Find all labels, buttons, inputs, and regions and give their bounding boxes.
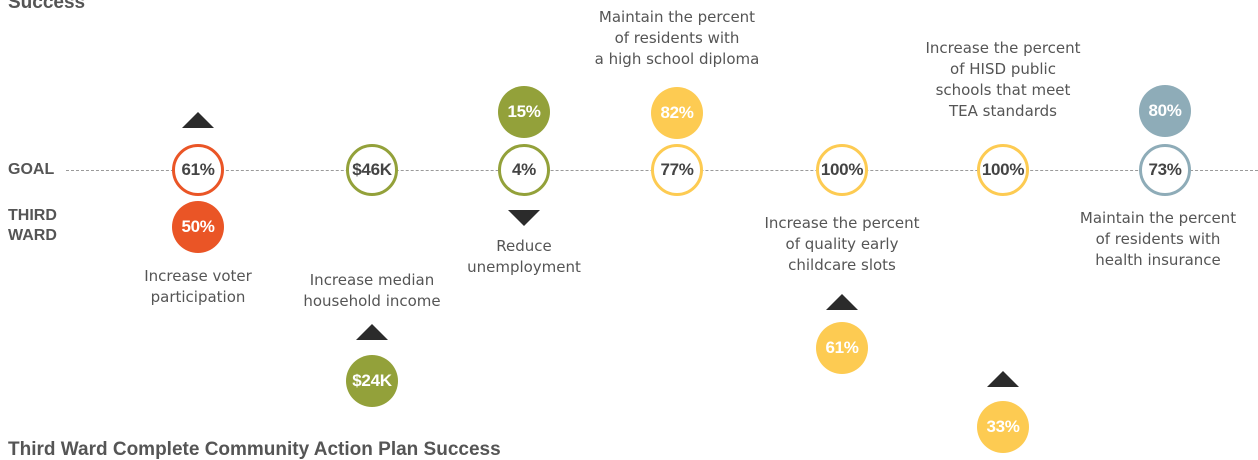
third-ward-label: THIRD WARD <box>8 206 57 246</box>
third-ward-label-line2: WARD <box>8 227 57 244</box>
schools-increase-arrow-icon <box>987 371 1019 387</box>
voter-caption-line1: Increase voter <box>144 267 252 285</box>
insurance-ward-circle: 80% <box>1139 85 1191 137</box>
unemployment-decrease-arrow-icon <box>508 210 540 226</box>
insurance-goal-circle: 73% <box>1139 144 1191 196</box>
childcare-goal-circle: 100% <box>816 144 868 196</box>
schools-caption-line3: schools that meet <box>935 81 1071 99</box>
schools-goal-circle: 100% <box>977 144 1029 196</box>
schools-ward-circle: 33% <box>977 401 1029 453</box>
voter-increase-arrow-icon <box>182 112 214 128</box>
third-ward-label-line1: THIRD <box>8 207 57 224</box>
bottom-heading: Third Ward Complete Community Action Pla… <box>8 439 501 460</box>
diploma-caption-line2: of residents with <box>614 29 740 47</box>
insurance-caption: Maintain the percent of residents with h… <box>1080 208 1236 271</box>
unemployment-caption-line1: Reduce <box>496 237 552 255</box>
voter-goal-circle: 61% <box>172 144 224 196</box>
childcare-caption-line1: Increase the percent <box>764 214 920 232</box>
top-heading: Success <box>8 0 86 13</box>
unemployment-caption: Reduce unemployment <box>467 236 581 278</box>
income-caption-line2: household income <box>303 292 441 310</box>
diploma-caption: Maintain the percent of residents with a… <box>595 7 760 70</box>
unemployment-caption-line2: unemployment <box>467 258 581 276</box>
schools-caption-line1: Increase the percent <box>925 39 1081 57</box>
diploma-caption-line3: a high school diploma <box>594 50 760 68</box>
income-caption-line1: Increase median <box>309 271 435 289</box>
insurance-caption-line2: of residents with <box>1095 230 1221 248</box>
voter-caption-line2: participation <box>150 288 246 306</box>
goal-label: GOAL <box>8 161 55 178</box>
voter-ward-circle: 50% <box>172 201 224 253</box>
schools-caption-line4: TEA standards <box>948 102 1058 120</box>
diploma-ward-circle: 82% <box>651 87 703 139</box>
income-caption: Increase median household income <box>303 270 440 312</box>
schools-caption-line2: of HISD public <box>950 60 1056 78</box>
income-goal-circle: $46K <box>346 144 398 196</box>
voter-caption: Increase voter participation <box>144 266 252 308</box>
income-increase-arrow-icon <box>356 324 388 340</box>
childcare-caption: Increase the percent of quality early ch… <box>764 213 919 276</box>
diploma-caption-line1: Maintain the percent <box>598 8 756 26</box>
childcare-caption-line2: of quality early <box>785 235 899 253</box>
insurance-caption-line3: health insurance <box>1095 251 1221 269</box>
childcare-caption-line3: childcare slots <box>788 256 896 274</box>
childcare-increase-arrow-icon <box>826 294 858 310</box>
diploma-goal-circle: 77% <box>651 144 703 196</box>
unemployment-goal-circle: 4% <box>498 144 550 196</box>
unemployment-ward-circle: 15% <box>498 86 550 138</box>
insurance-caption-line1: Maintain the percent <box>1079 209 1237 227</box>
income-ward-circle: $24K <box>346 355 398 407</box>
childcare-ward-circle: 61% <box>816 322 868 374</box>
schools-caption: Increase the percent of HISD public scho… <box>925 38 1080 122</box>
